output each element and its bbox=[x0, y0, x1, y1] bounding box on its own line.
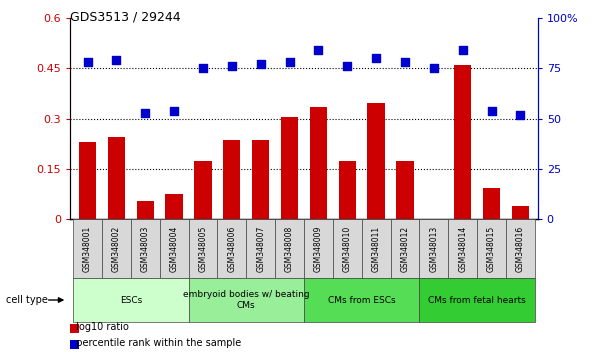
Bar bbox=[512, 206, 529, 219]
Bar bbox=[338, 161, 356, 219]
Bar bbox=[70, 324, 79, 333]
Text: GDS3513 / 29244: GDS3513 / 29244 bbox=[70, 11, 181, 24]
Text: GSM348009: GSM348009 bbox=[314, 225, 323, 272]
Text: GSM348016: GSM348016 bbox=[516, 225, 525, 272]
Point bbox=[313, 47, 323, 53]
Point bbox=[400, 59, 410, 65]
Text: GSM348003: GSM348003 bbox=[141, 225, 150, 272]
Bar bbox=[131, 219, 159, 278]
Bar bbox=[73, 219, 102, 278]
Bar bbox=[419, 278, 535, 322]
Bar bbox=[108, 137, 125, 219]
Bar bbox=[137, 201, 154, 219]
Text: CMs from fetal hearts: CMs from fetal hearts bbox=[428, 296, 526, 304]
Bar bbox=[397, 161, 414, 219]
Text: CMs from ESCs: CMs from ESCs bbox=[328, 296, 395, 304]
Point bbox=[486, 108, 496, 113]
Bar bbox=[304, 278, 419, 322]
Point bbox=[227, 63, 236, 69]
Bar bbox=[218, 219, 246, 278]
Point bbox=[82, 59, 92, 65]
Bar bbox=[310, 107, 327, 219]
Bar bbox=[281, 117, 298, 219]
Text: GSM348012: GSM348012 bbox=[400, 225, 409, 272]
Point bbox=[371, 55, 381, 61]
Text: GSM348010: GSM348010 bbox=[343, 225, 352, 272]
Bar bbox=[477, 219, 506, 278]
Point bbox=[458, 47, 467, 53]
Bar bbox=[506, 219, 535, 278]
Text: embryoid bodies w/ beating
CMs: embryoid bodies w/ beating CMs bbox=[183, 290, 310, 310]
Text: GSM348004: GSM348004 bbox=[170, 225, 178, 272]
Text: GSM348005: GSM348005 bbox=[199, 225, 208, 272]
Point bbox=[256, 61, 266, 67]
Text: GSM348011: GSM348011 bbox=[371, 225, 381, 272]
Bar bbox=[102, 219, 131, 278]
Bar bbox=[189, 278, 304, 322]
Bar bbox=[483, 188, 500, 219]
Bar bbox=[252, 141, 269, 219]
Point bbox=[141, 110, 150, 115]
Bar bbox=[194, 161, 211, 219]
Point bbox=[342, 63, 352, 69]
Point bbox=[429, 65, 439, 71]
Text: GSM348001: GSM348001 bbox=[83, 225, 92, 272]
Text: percentile rank within the sample: percentile rank within the sample bbox=[70, 338, 241, 348]
Bar bbox=[189, 219, 218, 278]
Text: cell type: cell type bbox=[6, 295, 48, 305]
Bar bbox=[73, 278, 189, 322]
Text: GSM348014: GSM348014 bbox=[458, 225, 467, 272]
Text: log10 ratio: log10 ratio bbox=[70, 322, 129, 332]
Bar bbox=[362, 219, 390, 278]
Bar bbox=[159, 219, 189, 278]
Bar bbox=[304, 219, 333, 278]
Text: ESCs: ESCs bbox=[120, 296, 142, 304]
Text: GSM348015: GSM348015 bbox=[487, 225, 496, 272]
Bar bbox=[333, 219, 362, 278]
Text: GSM348013: GSM348013 bbox=[430, 225, 438, 272]
Text: GSM348006: GSM348006 bbox=[227, 225, 236, 272]
Bar bbox=[448, 219, 477, 278]
Bar bbox=[70, 340, 79, 349]
Bar bbox=[367, 103, 385, 219]
Bar bbox=[419, 219, 448, 278]
Point bbox=[198, 65, 208, 71]
Point bbox=[516, 112, 525, 118]
Point bbox=[112, 57, 122, 63]
Text: GSM348008: GSM348008 bbox=[285, 225, 294, 272]
Point bbox=[169, 108, 179, 113]
Point bbox=[285, 59, 295, 65]
Bar bbox=[390, 219, 419, 278]
Bar bbox=[166, 194, 183, 219]
Bar bbox=[246, 219, 275, 278]
Bar bbox=[79, 142, 97, 219]
Text: GSM348002: GSM348002 bbox=[112, 225, 121, 272]
Bar bbox=[275, 219, 304, 278]
Text: GSM348007: GSM348007 bbox=[256, 225, 265, 272]
Bar bbox=[454, 65, 471, 219]
Bar bbox=[223, 141, 241, 219]
